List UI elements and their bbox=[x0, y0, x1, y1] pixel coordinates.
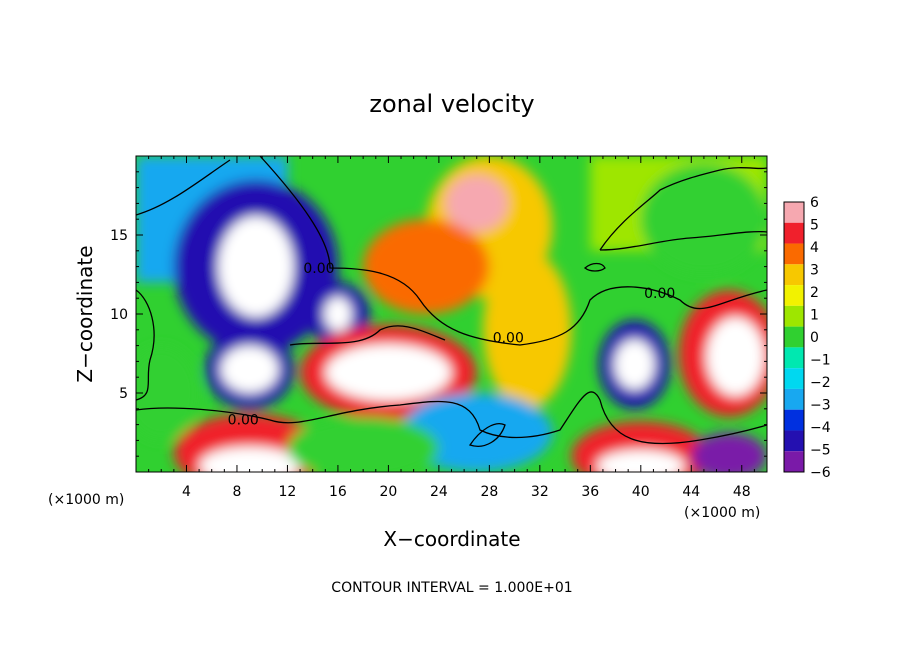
y-tick-label: 15 bbox=[110, 228, 128, 244]
contour-line bbox=[599, 167, 767, 251]
colorbar-swatch bbox=[784, 202, 804, 223]
plot-area: 0.00 0.00 0.00 0.00 bbox=[136, 156, 767, 472]
y-tick-label: 5 bbox=[119, 386, 128, 402]
x-unit-right: (×1000 m) bbox=[684, 505, 760, 521]
contour-line bbox=[136, 289, 155, 401]
field-blob bbox=[218, 216, 294, 318]
colorbar-frame bbox=[783, 201, 805, 473]
colorbar-swatch bbox=[784, 326, 804, 348]
colorbar-label: −6 bbox=[810, 465, 831, 481]
colorbar-swatch bbox=[784, 285, 804, 306]
field-blob bbox=[136, 345, 200, 441]
field-blob bbox=[706, 317, 765, 397]
contour-line bbox=[136, 391, 767, 445]
colorbar-label: 6 bbox=[810, 195, 819, 211]
x-tick-label: 20 bbox=[379, 484, 397, 500]
colorbar-swatch bbox=[784, 451, 804, 472]
chart-title: zonal velocity bbox=[369, 90, 534, 118]
field-blob bbox=[445, 174, 509, 232]
colorbar-label: 0 bbox=[810, 330, 819, 346]
colorbar-label: −4 bbox=[810, 420, 831, 436]
colorbar-label: 3 bbox=[810, 263, 819, 279]
colorbar-label: −2 bbox=[810, 375, 831, 391]
x-tick-label: 48 bbox=[733, 484, 751, 500]
x-tick-label: 8 bbox=[232, 484, 241, 500]
field-blob bbox=[325, 344, 452, 401]
contour-label: 0.00 bbox=[644, 286, 675, 302]
colorbar-label: −5 bbox=[810, 443, 831, 459]
colorbar-swatch bbox=[784, 368, 804, 389]
contour-label: 0.00 bbox=[228, 413, 259, 429]
x-tick-label: 40 bbox=[632, 484, 650, 500]
colorbar-label: 2 bbox=[810, 285, 819, 301]
field-blob bbox=[324, 296, 352, 332]
field-blob bbox=[287, 416, 439, 472]
x-tick-label: 12 bbox=[279, 484, 297, 500]
field-blob bbox=[614, 339, 655, 390]
field-blob bbox=[691, 432, 767, 472]
contour-line bbox=[289, 325, 446, 346]
field-blobs bbox=[136, 156, 767, 472]
x-tick-label: 4 bbox=[182, 484, 191, 500]
contour-line bbox=[599, 230, 767, 251]
contour-interval-note: CONTOUR INTERVAL = 1.000E+01 bbox=[331, 580, 572, 596]
colorbar-label: −3 bbox=[810, 398, 831, 414]
x-tick-label: 36 bbox=[581, 484, 599, 500]
x-tick-label: 28 bbox=[480, 484, 498, 500]
field-blob bbox=[640, 163, 767, 275]
contour-labels: 0.00 0.00 0.00 0.00 bbox=[228, 261, 676, 429]
colorbar-swatch bbox=[784, 305, 804, 327]
field-blob bbox=[199, 446, 301, 472]
x-tick-label: 32 bbox=[531, 484, 549, 500]
contour-label: 0.00 bbox=[303, 261, 334, 277]
colorbar-swatch bbox=[784, 430, 804, 452]
colorbar-swatch bbox=[784, 347, 804, 369]
y-axis-ticks: 5 10 15 bbox=[110, 171, 767, 457]
contour-line bbox=[468, 423, 506, 447]
field-blob bbox=[220, 345, 279, 393]
field-blob bbox=[596, 449, 685, 472]
contour-label: 0.00 bbox=[493, 330, 524, 346]
colorbar-swatch bbox=[784, 388, 804, 410]
colorbar-swatch bbox=[784, 222, 804, 244]
contour-lines bbox=[136, 156, 767, 447]
colorbar-label: 5 bbox=[810, 218, 819, 234]
colorbar-swatch bbox=[784, 264, 804, 286]
colorbar: 6 5 4 3 2 1 0 −1 −2 −3 −4 −5 −6 bbox=[783, 195, 831, 481]
x-tick-label: 44 bbox=[682, 484, 700, 500]
x-unit-left: (×1000 m) bbox=[48, 492, 124, 508]
colorbar-swatch bbox=[784, 409, 804, 431]
y-axis-title: Z−coordinate bbox=[73, 245, 97, 382]
contour-line bbox=[583, 262, 606, 272]
colorbar-swatch bbox=[784, 243, 804, 265]
x-tick-label: 16 bbox=[329, 484, 347, 500]
colorbar-label: −1 bbox=[810, 353, 831, 369]
x-axis-ticks: 4 8 12 16 20 24 28 32 36 40 44 48 bbox=[148, 156, 755, 500]
colorbar-label: 1 bbox=[810, 308, 819, 324]
x-tick-label: 24 bbox=[430, 484, 448, 500]
y-tick-label: 10 bbox=[110, 307, 128, 323]
field-blob bbox=[483, 250, 572, 409]
field-blob bbox=[401, 393, 553, 472]
contour-line bbox=[136, 156, 767, 346]
field-blob bbox=[363, 219, 490, 314]
colorbar-label: 4 bbox=[810, 240, 819, 256]
x-axis-title: X−coordinate bbox=[383, 527, 520, 551]
